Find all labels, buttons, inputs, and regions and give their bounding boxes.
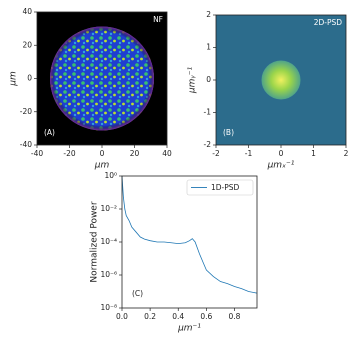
panel-label: (A): [44, 128, 55, 137]
y-axis-label: Normalized Power: [90, 201, 100, 282]
panel-label: (C): [132, 289, 143, 298]
y-axis-label: μm: [9, 71, 19, 87]
y-tick-label: 1: [206, 43, 211, 52]
x-tick-label: 0.4: [172, 312, 184, 321]
y-tick-label: 10⁻⁴: [100, 237, 117, 246]
x-tick-label: 1: [311, 149, 316, 158]
x-tick-label: 0.2: [144, 312, 156, 321]
panel-label: (B): [223, 128, 234, 137]
y-tick-label: 20: [22, 40, 32, 49]
legend-label: 1D-PSD: [211, 183, 240, 192]
panel-title: NF: [153, 15, 163, 24]
y-tick-label: -40: [20, 140, 32, 149]
y-tick-label: 2: [206, 10, 211, 19]
x-tick-label: 0.0: [116, 312, 128, 321]
y-tick-label: 10⁻²: [100, 204, 117, 213]
y-tick-label: -2: [204, 140, 212, 149]
x-tick-label: 40: [162, 149, 172, 158]
x-tick-label: 20: [130, 149, 140, 158]
x-tick-label: -20: [63, 149, 75, 158]
y-tick-label: -1: [204, 108, 212, 117]
y-tick-label: -20: [20, 107, 32, 116]
legend-box: [186, 179, 254, 196]
x-axis-label: μm⁻¹: [177, 324, 201, 334]
x-tick-label: 2: [344, 149, 349, 158]
y-tick-label: 10⁰: [104, 171, 117, 180]
x-tick-label: 0: [279, 149, 284, 158]
x-axis-label: μmₓ⁻¹: [267, 161, 295, 171]
x-tick-label: 0.6: [200, 312, 212, 321]
x-tick-label: -1: [245, 149, 253, 158]
x-axis-label: μm: [94, 161, 110, 171]
x-tick-label: -40: [31, 149, 43, 158]
y-tick-label: 10⁻⁶: [100, 270, 117, 279]
x-tick-label: 0.8: [229, 312, 241, 321]
y-axis-label: μmᵧ⁻¹: [188, 67, 198, 95]
near-field-edge: [50, 26, 154, 131]
y-tick-label: 10⁻⁸: [100, 303, 117, 312]
y-tick-label: 0: [206, 75, 211, 84]
x-tick-label: 0: [100, 149, 105, 158]
panel-title: 2D-PSD: [314, 18, 343, 27]
x-tick-label: -2: [212, 149, 220, 158]
y-tick-label: 40: [22, 7, 32, 16]
psd-image: [261, 60, 301, 100]
psd-line: [121, 175, 258, 294]
y-tick-label: 0: [27, 74, 32, 83]
